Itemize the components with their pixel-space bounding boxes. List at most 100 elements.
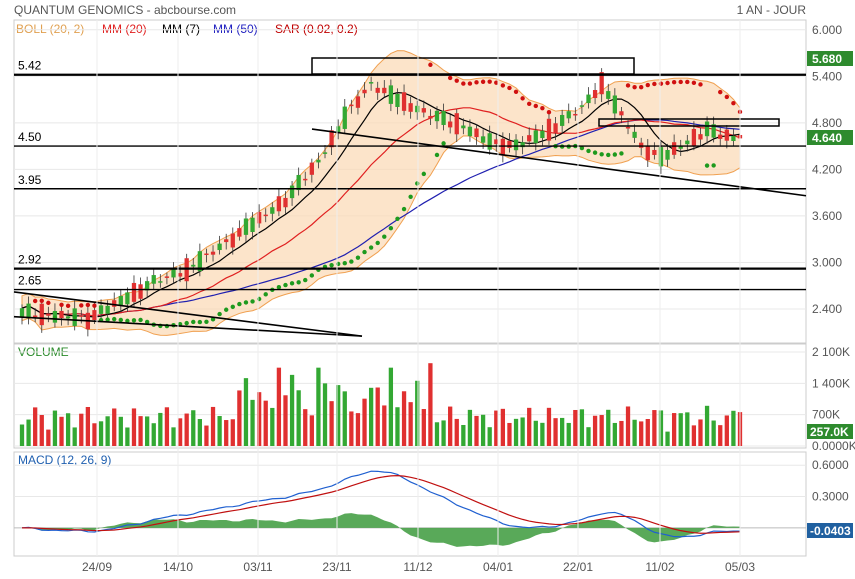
volume-bar bbox=[336, 385, 341, 446]
sar-dot bbox=[355, 255, 361, 260]
volume-bar bbox=[382, 405, 387, 446]
volume-bar bbox=[98, 421, 104, 446]
sar-dot bbox=[401, 206, 407, 212]
sar-dot bbox=[638, 84, 644, 90]
volume-bar bbox=[131, 408, 137, 446]
price-panel bbox=[13, 19, 807, 344]
price-tick-label: 3.000 bbox=[812, 255, 842, 269]
x-tick-label: 22/01 bbox=[563, 560, 593, 574]
volume-bar bbox=[500, 408, 506, 446]
candle-body bbox=[718, 134, 723, 139]
sar-dot bbox=[704, 163, 710, 168]
candle-body bbox=[546, 118, 552, 141]
candle-body bbox=[59, 310, 64, 319]
volume-bar bbox=[395, 407, 400, 446]
sar-dot bbox=[362, 249, 367, 255]
candle-body bbox=[625, 127, 631, 129]
sar-dot bbox=[718, 89, 723, 95]
volume-bar bbox=[434, 422, 440, 446]
sar-dot bbox=[685, 79, 690, 85]
support-resistance-levels: 5.42 4.50 3.95 2.92 2.65 bbox=[13, 59, 807, 337]
volume-bar bbox=[85, 406, 91, 446]
volume-bar bbox=[599, 415, 604, 446]
volume-bar bbox=[303, 409, 308, 446]
volume-bar bbox=[494, 410, 499, 446]
last-close-badge bbox=[807, 130, 853, 145]
volume-bar bbox=[355, 413, 361, 446]
sar-dot bbox=[237, 301, 242, 307]
sar-dot bbox=[375, 240, 380, 246]
candle-body bbox=[65, 316, 71, 319]
sar-dot bbox=[599, 152, 604, 157]
volume-bar bbox=[546, 407, 552, 446]
volume-bar bbox=[375, 387, 380, 446]
candle-body bbox=[250, 217, 255, 233]
candle-body bbox=[513, 139, 519, 151]
volume-bar bbox=[368, 387, 374, 446]
x-tick-label: 11/12 bbox=[403, 560, 432, 574]
sar-dot bbox=[125, 318, 130, 324]
x-tick-label: 05/03 bbox=[725, 560, 755, 574]
sar-dot bbox=[480, 79, 486, 84]
volume-bar bbox=[639, 421, 644, 446]
sar-dot bbox=[184, 320, 189, 326]
candle-body bbox=[691, 128, 697, 146]
volume-tick-label: 0.0000K bbox=[812, 439, 855, 453]
sar-dot bbox=[619, 151, 624, 156]
candle-body bbox=[665, 149, 670, 160]
resistance-box-1 bbox=[311, 57, 635, 75]
mm20-line bbox=[21, 107, 741, 317]
legend: BOLL (20, 2) MM (20) MM (7) MM (50) SAR … bbox=[16, 22, 358, 36]
last-price-label: 5.680 bbox=[812, 52, 842, 66]
volume-bar bbox=[586, 427, 591, 446]
sar-dot bbox=[197, 319, 203, 325]
volume-bar bbox=[316, 367, 321, 446]
macd-panel bbox=[13, 451, 807, 557]
sar-dot bbox=[263, 292, 268, 297]
volume-bar bbox=[685, 412, 690, 446]
x-axis: 24/09 14/10 03/11 23/11 11/12 04/01 22/01 11/02… bbox=[82, 20, 755, 574]
candle-body bbox=[355, 96, 361, 108]
candle-body bbox=[639, 142, 644, 148]
sar-dot bbox=[191, 319, 196, 325]
volume-bar bbox=[632, 419, 637, 446]
candle-body bbox=[599, 72, 604, 95]
candle-body bbox=[256, 212, 262, 224]
candle-body bbox=[362, 89, 367, 94]
volume-bar bbox=[151, 423, 156, 446]
candle-body bbox=[448, 121, 453, 128]
sar-dot bbox=[507, 85, 512, 91]
candle-body bbox=[39, 303, 44, 326]
candle-body bbox=[204, 253, 209, 256]
sar-dot bbox=[731, 101, 736, 106]
candle-body bbox=[540, 130, 545, 139]
candle-body bbox=[336, 126, 341, 133]
candle-body bbox=[553, 123, 558, 134]
volume-bar bbox=[731, 410, 736, 446]
volume-bar bbox=[507, 422, 512, 446]
sar-dot bbox=[454, 78, 459, 83]
volume-bar bbox=[579, 409, 585, 446]
x-tick-label: 24/09 bbox=[82, 560, 112, 574]
sar-dot bbox=[434, 152, 440, 158]
volume-bar bbox=[145, 416, 150, 446]
volume-bar bbox=[533, 420, 538, 446]
candle-body bbox=[112, 300, 117, 307]
candle-body bbox=[461, 125, 466, 129]
price-tick-label: 6.000 bbox=[812, 23, 842, 37]
signal-line bbox=[21, 475, 741, 534]
volume-bar bbox=[612, 422, 617, 446]
sar-dot bbox=[382, 234, 387, 239]
sar-dot bbox=[72, 314, 77, 319]
volume-bar bbox=[349, 411, 354, 446]
sar-dot bbox=[671, 79, 677, 85]
candle-body bbox=[434, 110, 440, 122]
volume-bar bbox=[678, 413, 683, 446]
price-tick-label: 5.400 bbox=[812, 69, 842, 83]
volume-bar bbox=[408, 402, 413, 446]
volume-bar bbox=[289, 374, 295, 446]
sar-dot bbox=[118, 317, 124, 323]
volume-bar bbox=[52, 410, 58, 446]
candle-body bbox=[428, 115, 433, 119]
